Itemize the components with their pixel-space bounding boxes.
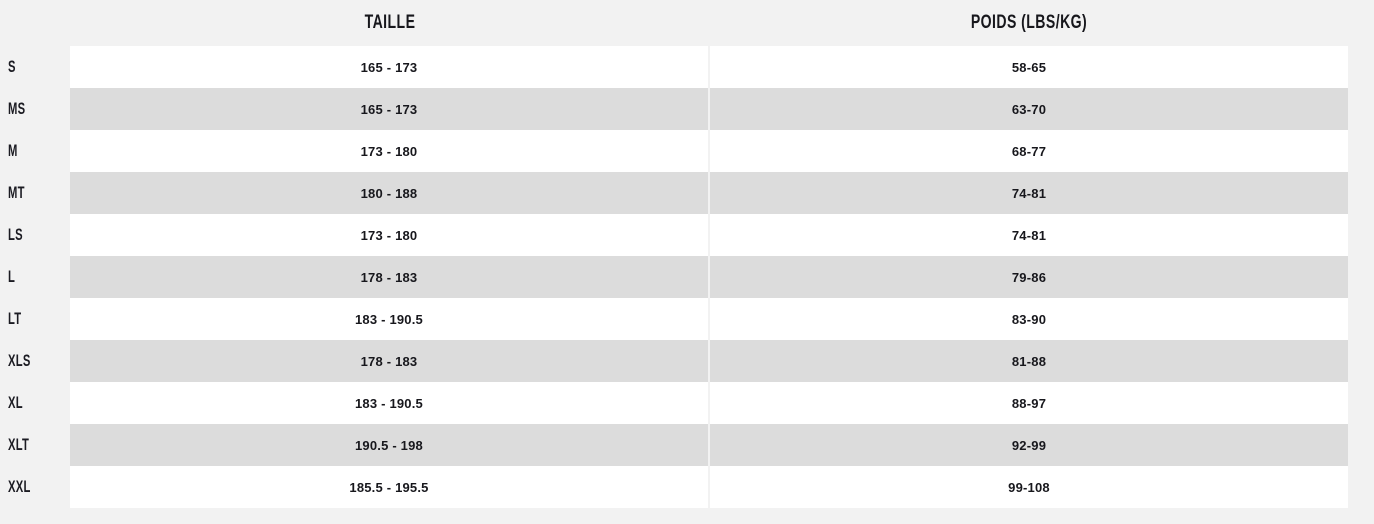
cell-height: 178 - 183 <box>70 256 710 298</box>
cell-weight: 79-86 <box>1011 269 1047 285</box>
row-cells: 183 - 190.5 88-97 <box>70 382 1348 424</box>
size-label: XLT <box>8 435 30 454</box>
cell-height: 178 - 183 <box>70 340 710 382</box>
size-label: XL <box>8 393 23 412</box>
row-label-xlt: XLT <box>0 424 70 466</box>
row-cells: 178 - 183 79-86 <box>70 256 1348 298</box>
table-header-row: TAILLE POIDS (LBS/KG) <box>0 0 1374 46</box>
table-body: S 165 - 173 58-65 MS 165 - 173 63-70 M 1… <box>0 46 1374 508</box>
cell-weight: 74-81 <box>1011 227 1047 243</box>
size-label: S <box>8 57 16 76</box>
row-cells: 173 - 180 68-77 <box>70 130 1348 172</box>
row-cells: 165 - 173 63-70 <box>70 88 1348 130</box>
table-row: LT 183 - 190.5 83-90 <box>0 298 1374 340</box>
size-label: XLS <box>8 351 31 370</box>
row-label-mt: MT <box>0 172 70 214</box>
cell-weight: 99-108 <box>1008 479 1050 495</box>
table-row: XXL 185.5 - 195.5 99-108 <box>0 466 1374 508</box>
row-label-lt: LT <box>0 298 70 340</box>
cell-height: 183 - 190.5 <box>70 382 710 424</box>
cell-weight: 68-77 <box>1011 143 1047 159</box>
row-label-s: S <box>0 46 70 88</box>
row-label-ms: MS <box>0 88 70 130</box>
table-row: MS 165 - 173 63-70 <box>0 88 1374 130</box>
size-label: L <box>8 267 16 286</box>
row-cells: 190.5 - 198 92-99 <box>70 424 1348 466</box>
size-label: XXL <box>8 477 31 496</box>
row-label-m: M <box>0 130 70 172</box>
row-cells: 178 - 183 81-88 <box>70 340 1348 382</box>
row-label-xls: XLS <box>0 340 70 382</box>
size-label: MT <box>8 183 25 202</box>
row-cells: 183 - 190.5 83-90 <box>70 298 1348 340</box>
row-cells: 180 - 188 74-81 <box>70 172 1348 214</box>
row-cells: 165 - 173 58-65 <box>70 46 1348 88</box>
cell-weight: 74-81 <box>1011 185 1047 201</box>
row-label-xxl: XXL <box>0 466 70 508</box>
size-label: LS <box>8 225 23 244</box>
cell-height: 173 - 180 <box>70 130 710 172</box>
column-header-poids: POIDS (LBS/KG) <box>970 12 1088 33</box>
cell-weight: 63-70 <box>1011 101 1047 117</box>
row-label-xl: XL <box>0 382 70 424</box>
cell-weight: 81-88 <box>1011 353 1047 369</box>
cell-weight: 88-97 <box>1011 395 1047 411</box>
cell-weight: 58-65 <box>1011 59 1047 75</box>
cell-height: 190.5 - 198 <box>70 424 710 466</box>
table-row: LS 173 - 180 74-81 <box>0 214 1374 256</box>
row-label-ls: LS <box>0 214 70 256</box>
cell-weight: 92-99 <box>1011 437 1047 453</box>
table-row: S 165 - 173 58-65 <box>0 46 1374 88</box>
cell-height: 180 - 188 <box>70 172 710 214</box>
row-cells: 173 - 180 74-81 <box>70 214 1348 256</box>
table-row: XL 183 - 190.5 88-97 <box>0 382 1374 424</box>
size-label: M <box>8 141 18 160</box>
column-header-taille: TAILLE <box>364 12 416 33</box>
cell-height: 183 - 190.5 <box>70 298 710 340</box>
cell-height: 173 - 180 <box>70 214 710 256</box>
cell-height: 165 - 173 <box>70 46 710 88</box>
row-label-l: L <box>0 256 70 298</box>
table-row: MT 180 - 188 74-81 <box>0 172 1374 214</box>
table-row: L 178 - 183 79-86 <box>0 256 1374 298</box>
cell-weight: 83-90 <box>1011 311 1047 327</box>
cell-height: 165 - 173 <box>70 88 710 130</box>
table-row: XLT 190.5 - 198 92-99 <box>0 424 1374 466</box>
size-label: MS <box>8 99 26 118</box>
table-row: M 173 - 180 68-77 <box>0 130 1374 172</box>
size-label: LT <box>8 309 22 328</box>
cell-height: 185.5 - 195.5 <box>70 466 710 508</box>
table-row: XLS 178 - 183 81-88 <box>0 340 1374 382</box>
row-cells: 185.5 - 195.5 99-108 <box>70 466 1348 508</box>
